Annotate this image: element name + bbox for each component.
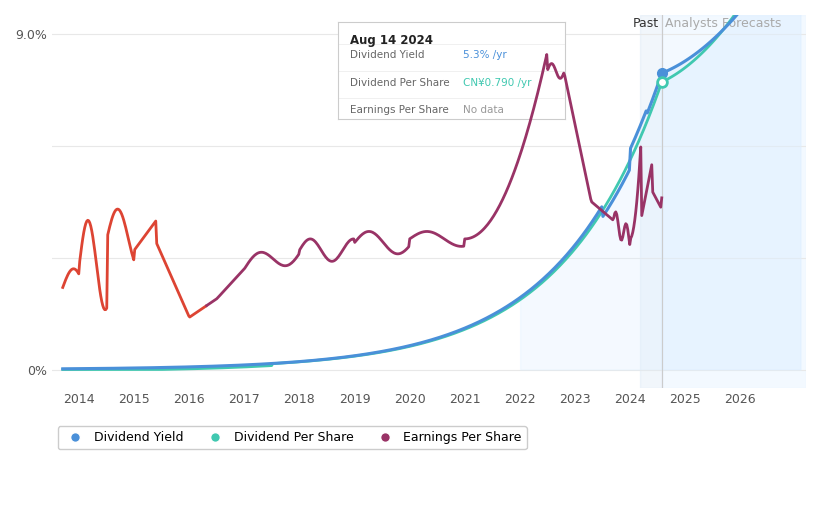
- Legend: Dividend Yield, Dividend Per Share, Earnings Per Share: Dividend Yield, Dividend Per Share, Earn…: [58, 426, 527, 449]
- Bar: [640, 15, 662, 388]
- Bar: [662, 15, 806, 388]
- Text: Past: Past: [633, 17, 659, 30]
- Text: Analysts Forecasts: Analysts Forecasts: [664, 17, 781, 30]
